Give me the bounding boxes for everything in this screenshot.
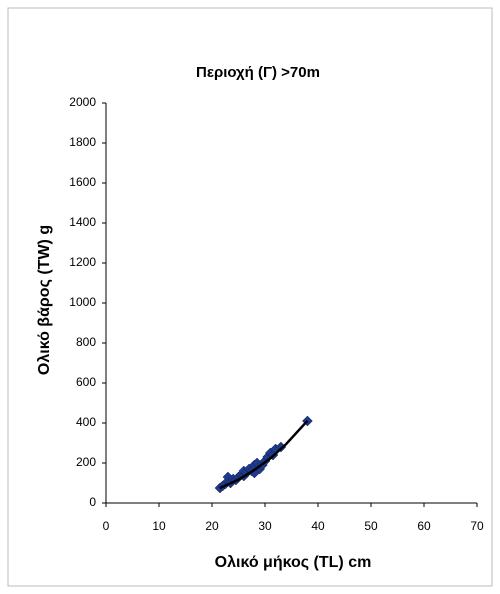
y-tick-label: 800 bbox=[76, 335, 96, 349]
x-tick-label: 60 bbox=[417, 519, 431, 533]
y-tick-label: 1400 bbox=[69, 215, 96, 229]
y-tick-label: 0 bbox=[89, 495, 96, 509]
y-tick-label: 1600 bbox=[69, 175, 96, 189]
chart-frame bbox=[7, 7, 493, 587]
x-tick-label: 10 bbox=[152, 519, 166, 533]
y-tick-label: 200 bbox=[76, 455, 96, 469]
x-tick-label: 40 bbox=[311, 519, 325, 533]
chart-title: Περιοχή (Γ) >70m bbox=[196, 64, 320, 81]
y-tick-label: 600 bbox=[76, 375, 96, 389]
x-tick-label: 0 bbox=[103, 519, 110, 533]
x-tick-label: 20 bbox=[205, 519, 219, 533]
y-tick-label: 400 bbox=[76, 415, 96, 429]
y-tick-label: 1200 bbox=[69, 255, 96, 269]
y-axis-title: Ολικό βάρος (TW) g bbox=[36, 225, 53, 375]
x-tick-label: 70 bbox=[470, 519, 484, 533]
trend-line bbox=[219, 419, 309, 490]
y-tick-label: 1800 bbox=[69, 135, 96, 149]
x-tick-label: 30 bbox=[258, 519, 272, 533]
y-tick-label: 2000 bbox=[69, 95, 96, 109]
x-axis-title: Ολικό μήκος (TL) cm bbox=[215, 554, 372, 571]
x-tick-label: 50 bbox=[364, 519, 378, 533]
y-tick-label: 1000 bbox=[69, 295, 96, 309]
